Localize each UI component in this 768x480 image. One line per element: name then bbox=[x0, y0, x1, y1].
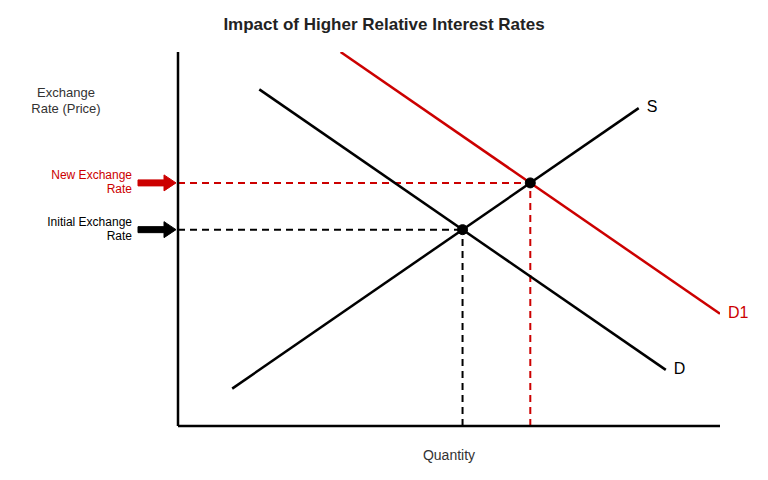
svg-text:D1: D1 bbox=[728, 304, 749, 321]
svg-text:ExchangeRate (Price): ExchangeRate (Price) bbox=[31, 85, 100, 116]
svg-text:S: S bbox=[647, 98, 658, 115]
html-text:Impact of Higher Relative Inte: Impact of Higher Relative Interest Rates bbox=[223, 15, 545, 34]
svg-text:Initial ExchangeRate: Initial ExchangeRate bbox=[47, 215, 132, 243]
svg-text:New ExchangeRate: New ExchangeRate bbox=[51, 168, 132, 196]
svg-text:Quantity: Quantity bbox=[423, 447, 475, 463]
svg-text:D: D bbox=[674, 360, 686, 377]
